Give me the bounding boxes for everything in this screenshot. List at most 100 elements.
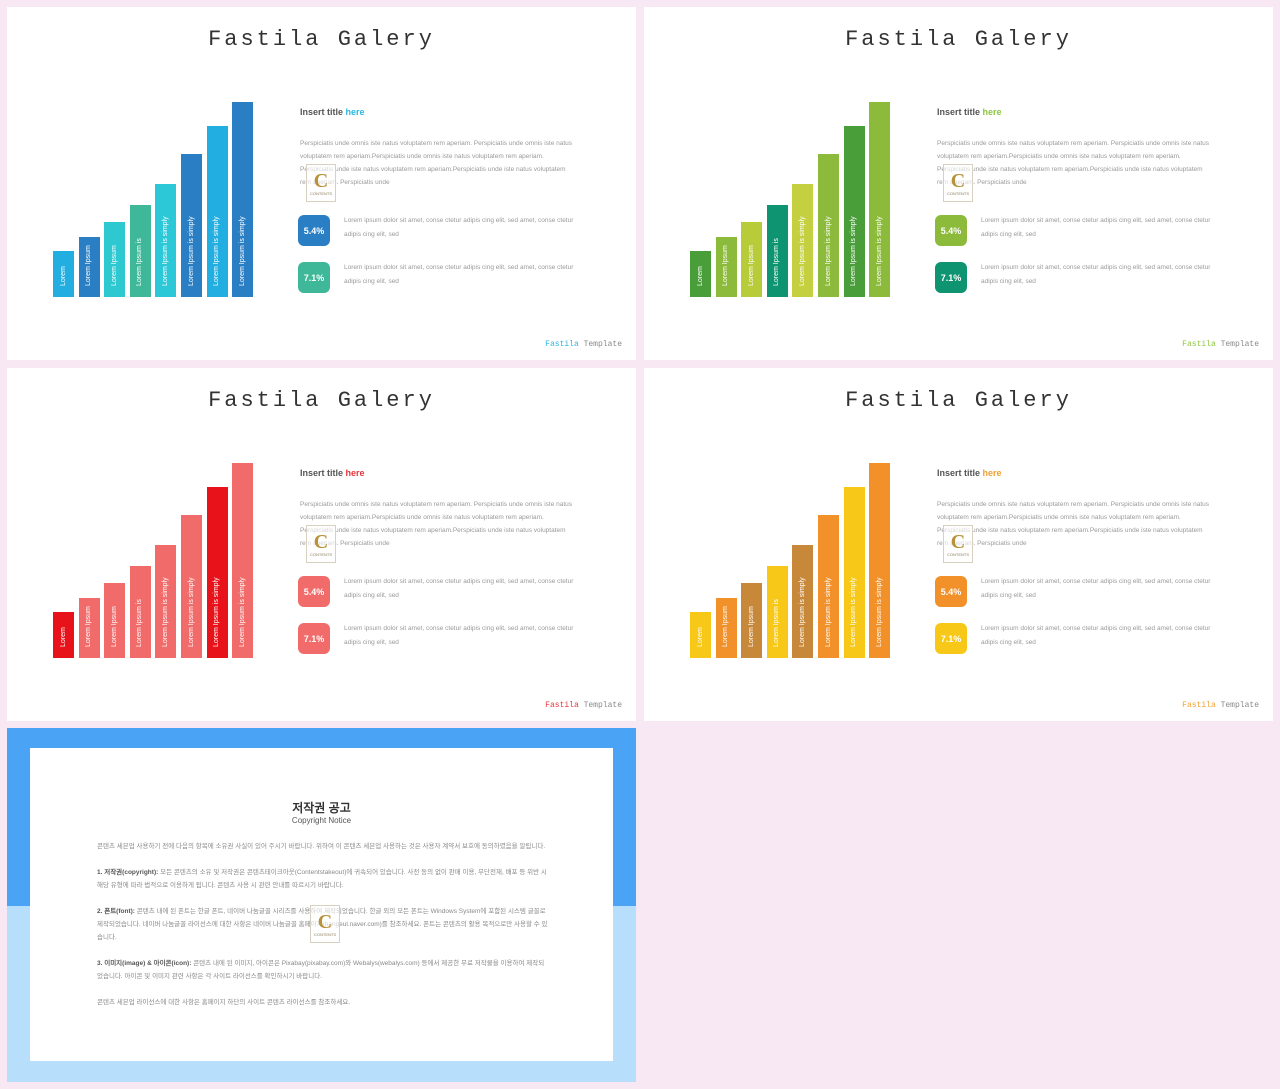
stat-text-2: Lorem ipsum dolor sit amet, conse ctetur…: [344, 264, 574, 285]
insert-title-accent: here: [345, 468, 365, 478]
bar-label: Lorem Ipsum: [747, 245, 755, 286]
copyright-closing: 콘텐츠 세븐업 라이선스에 대한 사항은 홈페이지 하단의 사이트 콘텐츠 라이…: [97, 999, 351, 1006]
copyright-slide: 저작권 공고 Copyright Notice 콘텐츠 세븐업 사용하기 전에 …: [7, 728, 636, 1082]
copyright-section-3: 3. 이미지(image) & 아이콘(icon): 콘텐츠 내에 된 이미지,…: [97, 960, 545, 980]
bar-6: Lorem Ipsum is simply: [818, 515, 839, 658]
stat-badge-1: 5.4%: [935, 215, 967, 246]
bar-6: Lorem Ipsum is simply: [181, 154, 202, 297]
bar-label: Lorem Ipsum is: [773, 599, 781, 647]
bar-1: Lorem: [53, 251, 74, 297]
bar-label: Lorem Ipsum is simply: [187, 216, 195, 286]
stat-text-1: Lorem ipsum dolor sit amet, conse ctetur…: [344, 578, 574, 599]
slide-3: Fastila Galery Lorem Lorem Ipsum Lorem Ips…: [7, 368, 636, 721]
slide-title: Fastila Galery: [208, 388, 435, 413]
bar-label: Lorem Ipsum is simply: [824, 577, 832, 647]
bar-chart: Lorem Lorem Ipsum Lorem Ipsum Lorem Ipsum i…: [53, 460, 263, 658]
bar-label: Lorem Ipsum is: [136, 238, 144, 286]
copyright-intro: 콘텐츠 세븐업 사용하기 전에 다음의 항목에 소유권 사실이 있어 주시기 바…: [97, 843, 546, 850]
bar-2: Lorem Ipsum: [78, 237, 100, 297]
slide-title: Fastila Galery: [845, 388, 1072, 413]
stat-badge-1: 5.4%: [298, 576, 330, 607]
footer-brand: Fastila Template: [1182, 340, 1259, 349]
bar-5: Lorem Ipsum is simply: [792, 545, 814, 658]
bar-label: Lorem Ipsum: [110, 245, 118, 286]
stat-badge-2: 7.1%: [298, 262, 330, 293]
bar-5: Lorem Ipsum is simply: [155, 184, 177, 297]
bar-label: Lorem Ipsum is simply: [161, 577, 169, 647]
bar-1: Lorem: [690, 612, 711, 658]
slide-1: Fastila Galery Lorem Lorem Ipsum Lorem Ips…: [7, 7, 636, 360]
stat-badge-1: 5.4%: [935, 576, 967, 607]
bar-7: Lorem Ipsum is simply: [206, 487, 228, 658]
bar-label: Lorem Ipsum is simply: [875, 216, 883, 286]
bar-label: Lorem Ipsum is simply: [161, 216, 169, 286]
contents-watermark-logo: C CONTENTS: [310, 905, 340, 943]
bar-6: Lorem Ipsum is simply: [181, 515, 202, 658]
footer-brand: Fastila Template: [545, 701, 622, 710]
bar-8: Lorem Ipsum is simply: [232, 463, 254, 658]
bar-label: Lorem Ipsum: [85, 245, 93, 286]
bar-label: Lorem Ipsum is simply: [213, 216, 221, 286]
bar-4: Lorem Ipsum is: [129, 566, 151, 658]
stat-text-2: Lorem ipsum dolor sit amet, conse ctetur…: [344, 625, 574, 646]
bar-2: Lorem Ipsum: [715, 598, 737, 658]
bar-chart: Lorem Lorem Ipsum Lorem Ipsum Lorem Ipsum i…: [53, 99, 263, 297]
insert-title: Insert title here: [937, 107, 1002, 117]
copyright-card: 저작권 공고 Copyright Notice 콘텐츠 세븐업 사용하기 전에 …: [30, 748, 613, 1061]
description-paragraph: Perspiciatis unde omnis iste natus volup…: [300, 140, 573, 186]
stat-text-1: Lorem ipsum dolor sit amet, conse ctetur…: [981, 217, 1211, 238]
contents-watermark-logo: C CONTENTS: [943, 164, 973, 202]
stat-text-1: Lorem ipsum dolor sit amet, conse ctetur…: [344, 217, 574, 238]
bar-label: Lorem: [59, 627, 67, 647]
insert-title: Insert title here: [300, 468, 365, 478]
bar-label: Lorem Ipsum is simply: [238, 216, 246, 286]
bar-label: Lorem Ipsum: [85, 606, 93, 647]
stat-text-2: Lorem ipsum dolor sit amet, conse ctetur…: [981, 264, 1211, 285]
bar-1: Lorem: [690, 251, 711, 297]
bar-label: Lorem Ipsum is simply: [798, 577, 806, 647]
bar-label: Lorem Ipsum is: [136, 599, 144, 647]
copyright-section-1: 1. 저작권(copyright): 모든 콘텐츠의 소유 및 저작권은 콘텐츠…: [97, 869, 547, 889]
slide-title: Fastila Galery: [208, 27, 435, 52]
bar-5: Lorem Ipsum is simply: [792, 184, 814, 297]
description-paragraph: Perspiciatis unde omnis iste natus volup…: [937, 501, 1210, 547]
bar-3: Lorem Ipsum: [104, 583, 126, 658]
bar-3: Lorem Ipsum: [104, 222, 126, 297]
bar-5: Lorem Ipsum is simply: [155, 545, 177, 658]
bar-3: Lorem Ipsum: [741, 222, 763, 297]
stat-badge-2: 7.1%: [935, 623, 967, 654]
slide-4: Fastila Galery Lorem Lorem Ipsum Lorem Ips…: [644, 368, 1273, 721]
bar-2: Lorem Ipsum: [78, 598, 100, 658]
bar-label: Lorem Ipsum: [110, 606, 118, 647]
copyright-title: 저작권 공고: [292, 801, 351, 815]
bar-1: Lorem: [53, 612, 74, 658]
bar-label: Lorem Ipsum: [722, 245, 730, 286]
bar-label: Lorem Ipsum is simply: [187, 577, 195, 647]
bar-2: Lorem Ipsum: [715, 237, 737, 297]
insert-title-accent: here: [982, 468, 1002, 478]
description-paragraph: Perspiciatis unde omnis iste natus volup…: [300, 501, 573, 547]
bar-chart: Lorem Lorem Ipsum Lorem Ipsum Lorem Ipsum i…: [690, 460, 900, 658]
bar-label: Lorem Ipsum: [722, 606, 730, 647]
bar-label: Lorem Ipsum is simply: [850, 577, 858, 647]
contents-watermark-logo: C CONTENTS: [306, 525, 336, 563]
stat-badge-1: 5.4%: [298, 215, 330, 246]
bar-7: Lorem Ipsum is simply: [843, 126, 865, 297]
bar-label: Lorem Ipsum is simply: [798, 216, 806, 286]
bar-label: Lorem Ipsum: [747, 606, 755, 647]
bar-4: Lorem Ipsum is: [766, 566, 788, 658]
stat-text-1: Lorem ipsum dolor sit amet, conse ctetur…: [981, 578, 1211, 599]
insert-title: Insert title here: [937, 468, 1002, 478]
bar-8: Lorem Ipsum is simply: [869, 463, 891, 658]
bar-8: Lorem Ipsum is simply: [869, 102, 891, 297]
contents-watermark-logo: C CONTENTS: [306, 164, 336, 202]
bar-label: Lorem Ipsum is: [773, 238, 781, 286]
slide-title: Fastila Galery: [845, 27, 1072, 52]
insert-title-accent: here: [345, 107, 365, 117]
bar-7: Lorem Ipsum is simply: [843, 487, 865, 658]
bar-label: Lorem Ipsum is simply: [850, 216, 858, 286]
bar-8: Lorem Ipsum is simply: [232, 102, 254, 297]
bar-chart: Lorem Lorem Ipsum Lorem Ipsum Lorem Ipsum i…: [690, 99, 900, 297]
bar-7: Lorem Ipsum is simply: [206, 126, 228, 297]
stat-badge-2: 7.1%: [298, 623, 330, 654]
